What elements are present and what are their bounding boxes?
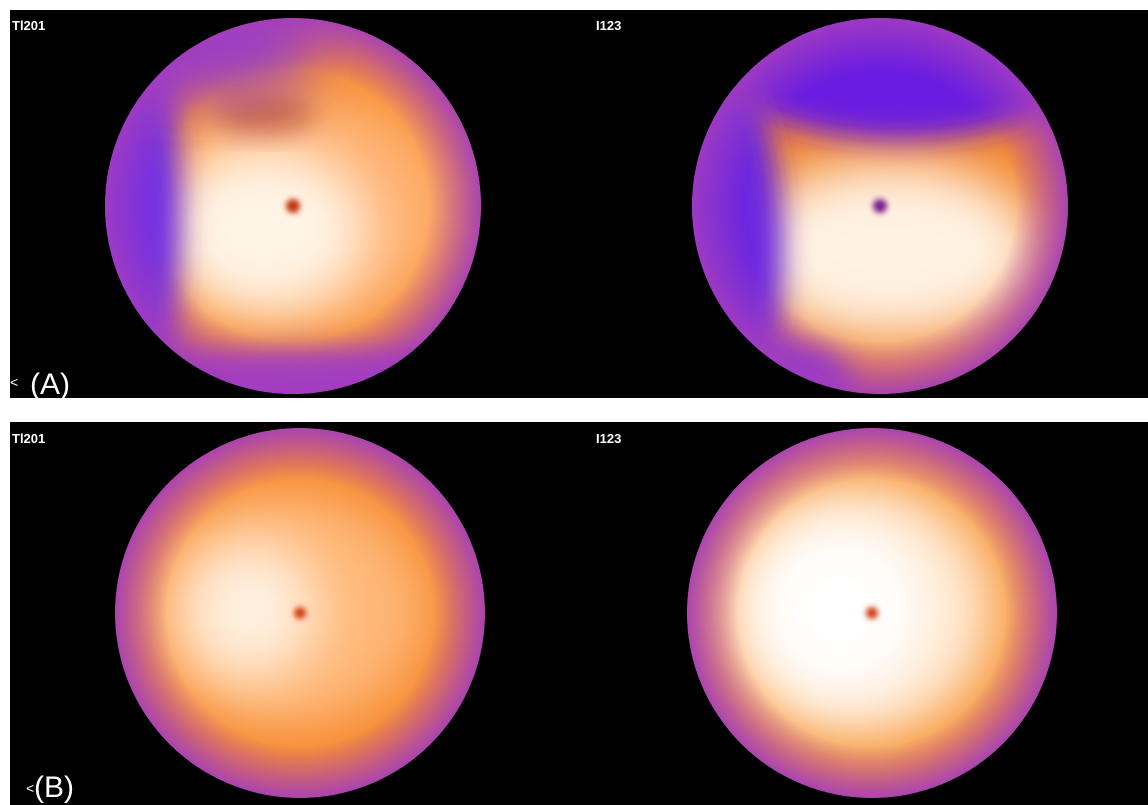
polar-map: [115, 428, 485, 798]
image-label: Tl201: [12, 431, 45, 446]
panel-label: (A): [30, 368, 70, 401]
image-label: I123: [596, 18, 621, 33]
marker: <: [10, 374, 18, 390]
figure: Tl201 I123 < (A) Tl201 I123 < (B): [0, 0, 1148, 805]
polar-map: [687, 428, 1057, 798]
image-label: Tl201: [12, 18, 45, 33]
marker: <: [26, 780, 34, 796]
panel-label: (B): [34, 771, 74, 804]
image-label: I123: [596, 431, 621, 446]
